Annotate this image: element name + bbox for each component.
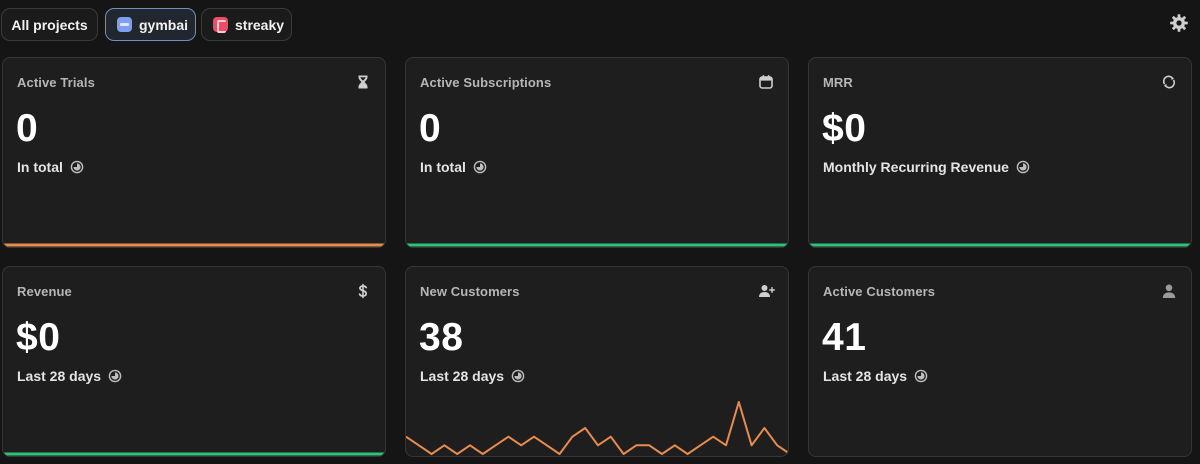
- project-switcher: All projects gymbai streaky: [0, 0, 1200, 48]
- trend-chart: [3, 452, 385, 456]
- card-value: $0: [16, 316, 61, 359]
- metric-card-new-customers[interactable]: New Customers 38 Last 28 days: [405, 266, 789, 457]
- card-subtitle-text: Last 28 days: [17, 368, 102, 384]
- card-subtitle-text: Last 28 days: [823, 368, 908, 384]
- card-subtitle: In total: [420, 159, 487, 175]
- card-title: Active Customers: [823, 284, 936, 299]
- card-title: Active Subscriptions: [420, 75, 552, 90]
- card-subtitle: In total: [17, 159, 84, 175]
- trend-series-line: [406, 401, 788, 455]
- card-title: MRR: [823, 75, 853, 90]
- project-label-streaky: streaky: [235, 16, 285, 33]
- card-value: 38: [419, 316, 464, 359]
- card-subtitle: Monthly Recurring Revenue: [823, 159, 1030, 175]
- info-pie-icon[interactable]: [108, 369, 122, 383]
- card-title: Active Trials: [17, 75, 95, 90]
- trend-chart: [406, 243, 788, 247]
- card-title: New Customers: [420, 284, 520, 299]
- user-icon: [1161, 283, 1177, 299]
- project-tab-gymbai[interactable]: gymbai: [105, 8, 196, 41]
- all-projects-tab[interactable]: All projects: [1, 8, 98, 41]
- metric-card-active-customers[interactable]: Active Customers 41 Last 28 days: [808, 266, 1192, 457]
- card-subtitle-text: Monthly Recurring Revenue: [823, 159, 1009, 175]
- metric-card-mrr[interactable]: MRR $0 Monthly Recurring Revenue: [808, 57, 1192, 248]
- user-plus-icon: [758, 283, 775, 299]
- trend-chart: [809, 243, 1191, 247]
- dollar-icon: [355, 283, 371, 299]
- all-projects-label: All projects: [11, 16, 88, 33]
- metric-card-active-trials[interactable]: Active Trials 0 In total: [2, 57, 386, 248]
- info-pie-icon[interactable]: [70, 160, 84, 174]
- calendar-icon: [758, 74, 774, 90]
- card-subtitle: Last 28 days: [823, 368, 928, 384]
- card-subtitle-text: In total: [420, 159, 466, 175]
- streaky-app-icon: [213, 17, 228, 33]
- card-value: $0: [822, 107, 867, 150]
- hourglass-icon: [355, 74, 371, 90]
- trend-chart: [3, 243, 385, 247]
- card-title: Revenue: [17, 284, 72, 299]
- gymbai-app-icon: [117, 17, 132, 32]
- project-label-gymbai: gymbai: [139, 16, 189, 33]
- info-pie-icon[interactable]: [511, 369, 525, 383]
- card-value: 0: [16, 107, 39, 150]
- trend-chart: [406, 401, 788, 455]
- refresh-icon: [1161, 74, 1177, 90]
- info-pie-icon[interactable]: [473, 160, 487, 174]
- card-value: 41: [822, 316, 867, 359]
- info-pie-icon[interactable]: [1016, 160, 1030, 174]
- card-value: 0: [419, 107, 442, 150]
- settings-gear-icon[interactable]: [1169, 13, 1189, 33]
- info-pie-icon[interactable]: [914, 369, 928, 383]
- project-tab-streaky[interactable]: streaky: [201, 8, 292, 41]
- card-subtitle: Last 28 days: [17, 368, 122, 384]
- card-subtitle-text: In total: [17, 159, 63, 175]
- metric-card-revenue[interactable]: Revenue $0 Last 28 days: [2, 266, 386, 457]
- metric-card-active-subscriptions[interactable]: Active Subscriptions 0 In total: [405, 57, 789, 248]
- card-subtitle-text: Last 28 days: [420, 368, 505, 384]
- card-subtitle: Last 28 days: [420, 368, 525, 384]
